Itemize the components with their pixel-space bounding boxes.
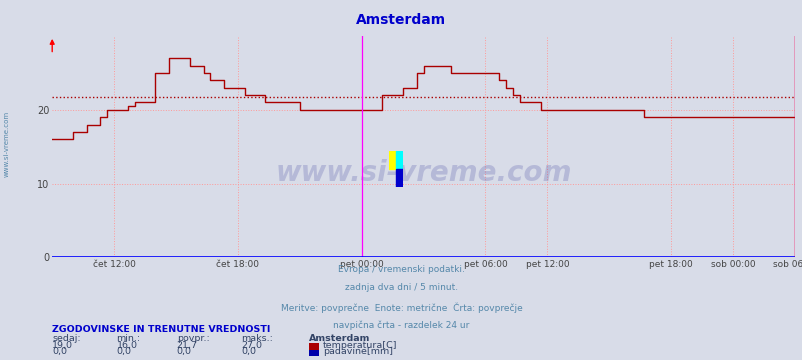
Text: maks.:: maks.: [241,334,273,343]
Text: Amsterdam: Amsterdam [309,334,370,343]
Text: 21,7: 21,7 [176,341,197,350]
Text: 0,0: 0,0 [176,347,192,356]
Text: 19,0: 19,0 [52,341,73,350]
Text: Amsterdam: Amsterdam [356,13,446,27]
Text: 0,0: 0,0 [116,347,132,356]
Text: povpr.:: povpr.: [176,334,209,343]
Text: ZGODOVINSKE IN TRENUTNE VREDNOSTI: ZGODOVINSKE IN TRENUTNE VREDNOSTI [52,325,270,334]
Text: navpična črta - razdelek 24 ur: navpična črta - razdelek 24 ur [333,321,469,330]
Text: www.si-vreme.com: www.si-vreme.com [3,111,10,177]
Text: sedaj:: sedaj: [52,334,81,343]
Text: 0,0: 0,0 [241,347,256,356]
Bar [388,151,395,169]
Bar [395,169,403,187]
Bar [395,151,403,169]
Text: www.si-vreme.com: www.si-vreme.com [275,159,571,187]
Text: 27,0: 27,0 [241,341,261,350]
Text: temperatura[C]: temperatura[C] [322,341,397,350]
Text: Meritve: povprečne  Enote: metrične  Črta: povprečje: Meritve: povprečne Enote: metrične Črta:… [280,302,522,312]
Text: padavine[mm]: padavine[mm] [322,347,392,356]
Text: 16,0: 16,0 [116,341,137,350]
Text: 0,0: 0,0 [52,347,67,356]
Text: min.:: min.: [116,334,140,343]
Text: zadnja dva dni / 5 minut.: zadnja dva dni / 5 minut. [345,283,457,292]
Text: Evropa / vremenski podatki.: Evropa / vremenski podatki. [338,265,464,274]
